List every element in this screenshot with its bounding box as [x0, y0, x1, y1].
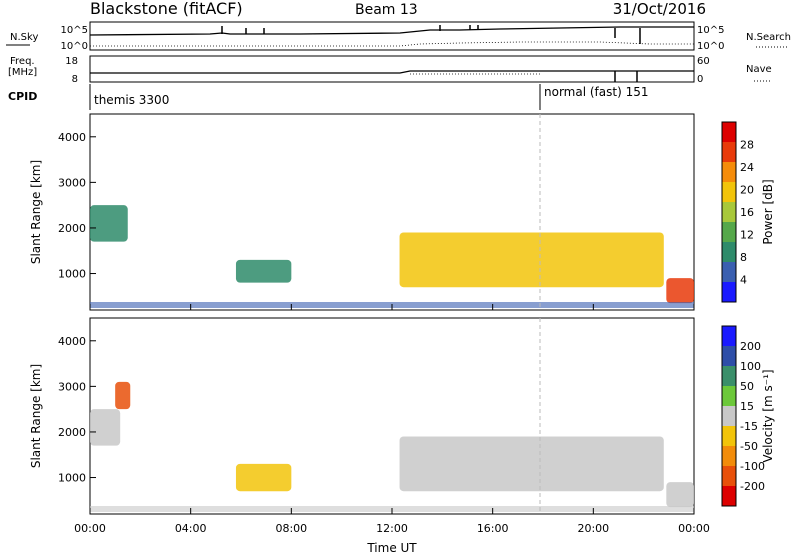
cpid-panel: CPID themis 3300 normal (fast) 151	[8, 84, 648, 110]
velocity-colorbar-swatch	[722, 326, 736, 346]
power-colorbar-tick-label: 4	[740, 274, 747, 287]
nsearch-tick-high: 10^5	[697, 25, 724, 36]
xtick-label: 00:00	[74, 522, 106, 535]
power-colorbar-swatch	[722, 202, 736, 222]
power-colorbar-swatch	[722, 242, 736, 262]
power-ytick-label: 2000	[58, 222, 86, 235]
nsky-tick-low: 10^0	[61, 41, 88, 52]
power-colorbar-swatch	[722, 162, 736, 182]
cpid-mode-1: themis 3300	[94, 93, 169, 107]
nsky-label: N.Sky	[10, 32, 38, 43]
xtick-label: 08:00	[275, 522, 307, 535]
power-colorbar-label: Power [dB]	[761, 179, 775, 244]
power-region	[399, 232, 664, 288]
velocity-panel: 1000 2000 3000 4000 Slant Range [km]	[29, 317, 695, 515]
power-ylabel: Slant Range [km]	[29, 160, 43, 264]
velocity-ytick-label: 3000	[58, 380, 86, 393]
x-axis-label: Time UT	[366, 541, 417, 554]
velocity-colorbar-swatch	[722, 406, 736, 426]
velocity-region	[235, 463, 292, 492]
power-colorbar-tick-label: 8	[740, 251, 747, 264]
velocity-ytick-label: 4000	[58, 335, 86, 348]
power-colorbar-swatch	[722, 182, 736, 202]
freq-label-1: Freq.	[10, 56, 35, 67]
power-region	[90, 205, 128, 242]
velocity-region	[115, 381, 131, 410]
nave-tick-low: 0	[697, 74, 703, 85]
xtick-label: 00:00	[678, 522, 710, 535]
velocity-colorbar-tick-label: -200	[740, 480, 765, 493]
velocity-colorbar-swatch	[722, 486, 736, 506]
xtick-label: 20:00	[577, 522, 609, 535]
velocity-ytick-label: 1000	[58, 472, 86, 485]
velocity-colorbar: 200 100 50 15 -15 -50 -100 -200	[721, 325, 765, 507]
velocity-colorbar-swatch	[722, 346, 736, 366]
velocity-colorbar-swatch	[722, 366, 736, 386]
velocity-colorbar-tick-label: -50	[740, 440, 758, 453]
nsearch-label: N.Search	[746, 32, 791, 43]
power-region	[666, 278, 694, 304]
freq-tick-high: 18	[65, 56, 78, 67]
nsearch-tick-low: 10^0	[697, 41, 724, 52]
power-colorbar-tick-label: 28	[740, 139, 754, 152]
velocity-colorbar-tick-label: -100	[740, 460, 765, 473]
freq-trace	[90, 70, 694, 74]
power-region	[235, 259, 292, 283]
freq-panel: Freq. [MHz] 18 8 Nave 60 0	[8, 55, 772, 85]
velocity-colorbar-tick-label: 50	[740, 380, 754, 393]
velocity-colorbar-label: Velocity [m s⁻¹]	[761, 369, 775, 462]
velocity-region	[399, 436, 664, 492]
velocity-colorbar-tick-label: -15	[740, 420, 758, 433]
freq-label-2: [MHz]	[8, 67, 37, 78]
velocity-ylabel: Slant Range [km]	[29, 364, 43, 468]
power-colorbar-swatch	[722, 282, 736, 302]
xtick-label: 12:00	[376, 522, 408, 535]
cpid-mode-2: normal (fast) 151	[544, 85, 648, 99]
nsky-panel: N.Sky 10^5 10^0 N.Search 10^5 10^0	[6, 21, 791, 52]
site-title: Blackstone (fitACF)	[90, 0, 243, 18]
velocity-region	[666, 482, 694, 508]
date-title: 31/Oct/2016	[613, 0, 706, 18]
velocity-colorbar-swatch	[722, 446, 736, 466]
power-panel: 1000 2000 3000 4000 Slant Range [km]	[29, 113, 695, 311]
cpid-label: CPID	[8, 90, 37, 103]
power-colorbar-swatch	[722, 122, 736, 142]
nsky-tick-high: 10^5	[61, 25, 88, 36]
power-colorbar-tick-label: 24	[740, 161, 754, 174]
power-colorbar-tick-label: 20	[740, 184, 754, 197]
power-ytick-label: 3000	[58, 176, 86, 189]
velocity-colorbar-swatch	[722, 426, 736, 446]
power-colorbar-swatch	[722, 142, 736, 162]
freq-tick-low: 8	[72, 74, 78, 85]
velocity-ytick-label: 2000	[58, 426, 86, 439]
nave-tick-high: 60	[697, 56, 710, 67]
power-colorbar-tick-label: 12	[740, 229, 754, 242]
velocity-colorbar-tick-label: 200	[740, 340, 761, 353]
power-colorbar-tick-label: 16	[740, 206, 754, 219]
velocity-colorbar-swatch	[722, 466, 736, 486]
power-colorbar-swatch	[722, 222, 736, 242]
nsearch-trace	[90, 41, 694, 47]
velocity-colorbar-tick-label: 15	[740, 400, 754, 413]
beam-title: Beam 13	[355, 2, 418, 18]
power-ytick-label: 4000	[58, 131, 86, 144]
velocity-region	[90, 409, 121, 446]
velocity-colorbar-swatch	[722, 386, 736, 406]
power-ytick-label: 1000	[58, 268, 86, 281]
power-colorbar-swatch	[722, 262, 736, 282]
velocity-colorbar-tick-label: 100	[740, 360, 761, 373]
power-colorbar: 4 8 12 16 20 24 28	[721, 121, 754, 303]
nsky-trace	[89, 26, 694, 36]
xtick-label: 04:00	[175, 522, 207, 535]
nave-label: Nave	[746, 64, 772, 75]
xtick-label: 16:00	[477, 522, 509, 535]
